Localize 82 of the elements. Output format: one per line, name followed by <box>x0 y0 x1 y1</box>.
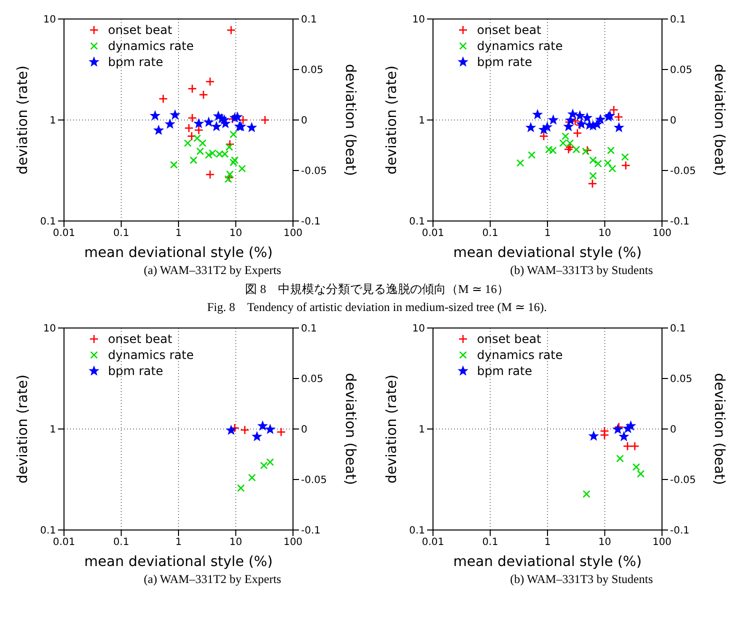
text: (b) WAM–331T3 by Students <box>509 263 654 279</box>
text: (a) WAM–331T2 by Experts <box>142 572 282 588</box>
x-tick-label: 10 <box>229 228 242 240</box>
legend-label: dynamics rate <box>108 38 194 54</box>
y-tick-label: 1 <box>418 424 425 436</box>
legend-label: bpm rate <box>108 54 164 70</box>
x-tick-label: 0.01 <box>52 537 76 548</box>
x-tick-label: 0.1 <box>113 537 130 548</box>
y2-tick-label: -0.1 <box>670 216 690 228</box>
y2-axis-title: deviation (beat) <box>711 64 728 176</box>
y-axis-title: deviation (rate) <box>14 66 31 174</box>
legend-label: bpm rate <box>108 363 164 379</box>
y-tick-label: 0.1 <box>40 526 56 537</box>
y-tick-label: 1 <box>50 116 56 127</box>
y2-tick-label: -0.05 <box>670 166 696 178</box>
y2-axis-title: deviation (beat) <box>711 372 728 486</box>
y-tick-label: 10 <box>412 14 425 26</box>
y2-tick-label: 0.05 <box>670 65 692 76</box>
y2-tick-label: 0.1 <box>670 14 686 26</box>
y-axis-title: deviation (rate) <box>384 374 400 484</box>
legend-label: bpm rate <box>477 363 532 379</box>
legend-label: dynamics rate <box>477 347 563 363</box>
y2-tick-label: -0.05 <box>670 475 696 486</box>
y2-tick-label: 0 <box>301 116 308 127</box>
legend-label: dynamics rate <box>477 38 563 54</box>
y2-tick-label: 0.05 <box>301 374 324 386</box>
x-axis-title: mean deviational style (%) <box>84 554 273 570</box>
x-axis-title: mean deviational style (%) <box>84 245 273 261</box>
y2-axis-title: deviation (beat) <box>342 372 358 486</box>
legend-label: onset beat <box>108 22 172 38</box>
x-tick-label: 10 <box>598 537 612 548</box>
legend-label: onset beat <box>477 331 542 347</box>
text: (b) WAM–331T3 by Students <box>509 572 654 588</box>
x-tick-label: 10 <box>229 537 242 548</box>
y2-tick-label: 0.05 <box>670 374 692 386</box>
x-tick-label: 1 <box>544 537 551 548</box>
x-tick-label: 0.1 <box>113 228 130 240</box>
caption: 図 8 中規模な分類で見る逸脱の傾向（M ≃ 16） <box>244 281 510 298</box>
y-tick-label: 10 <box>412 324 425 335</box>
x-tick-label: 0.01 <box>52 228 76 240</box>
y-axis-title: deviation (rate) <box>384 66 400 174</box>
y2-tick-label: -0.1 <box>301 216 321 228</box>
x-tick-label: 1 <box>175 228 182 240</box>
x-tick-label: 100 <box>283 228 303 240</box>
legend-label: onset beat <box>108 331 172 347</box>
y2-axis-title: deviation (beat) <box>342 64 358 176</box>
y-tick-label: 0.1 <box>40 216 56 228</box>
y2-tick-label: 0.1 <box>301 324 317 335</box>
x-tick-label: 0.01 <box>422 228 444 240</box>
y2-tick-label: 0.1 <box>670 324 686 335</box>
legend-label: dynamics rate <box>108 347 194 363</box>
x-tick-label: 1 <box>175 537 182 548</box>
y-tick-label: 1 <box>50 424 56 436</box>
y2-tick-label: -0.1 <box>301 526 321 537</box>
y2-tick-label: -0.05 <box>301 166 327 178</box>
y-tick-label: 1 <box>418 116 425 127</box>
x-axis-title: mean deviational style (%) <box>453 554 642 570</box>
x-tick-label: 0.1 <box>482 537 498 548</box>
x-tick-label: 0.1 <box>482 228 498 240</box>
y-tick-label: 0.1 <box>409 526 425 537</box>
x-tick-label: 100 <box>652 228 672 240</box>
x-tick-label: 100 <box>652 537 672 548</box>
caption: Fig. 8 Tendency of artistic deviation in medium-sized tree (M ≃ 16). <box>206 299 548 316</box>
x-axis-title: mean deviational style (%) <box>453 245 642 261</box>
y-axis-title: deviation (rate) <box>14 374 31 484</box>
y2-tick-label: 0 <box>670 116 676 127</box>
x-tick-label: 10 <box>598 228 612 240</box>
y2-tick-label: -0.1 <box>670 526 690 537</box>
x-tick-label: 1 <box>544 228 551 240</box>
y2-tick-label: 0 <box>670 424 676 436</box>
y2-tick-label: 0.1 <box>301 14 317 26</box>
y-tick-label: 10 <box>43 324 56 335</box>
legend-label: bpm rate <box>477 54 532 70</box>
y2-tick-label: 0.05 <box>301 65 324 76</box>
legend-label: onset beat <box>477 22 542 38</box>
x-tick-label: 100 <box>283 537 303 548</box>
y-tick-label: 10 <box>43 14 56 26</box>
y-tick-label: 0.1 <box>409 216 425 228</box>
y2-tick-label: 0 <box>301 424 308 436</box>
y2-tick-label: -0.05 <box>301 475 327 486</box>
text: (a) WAM–331T2 by Experts <box>142 263 282 279</box>
x-tick-label: 0.01 <box>422 537 444 548</box>
